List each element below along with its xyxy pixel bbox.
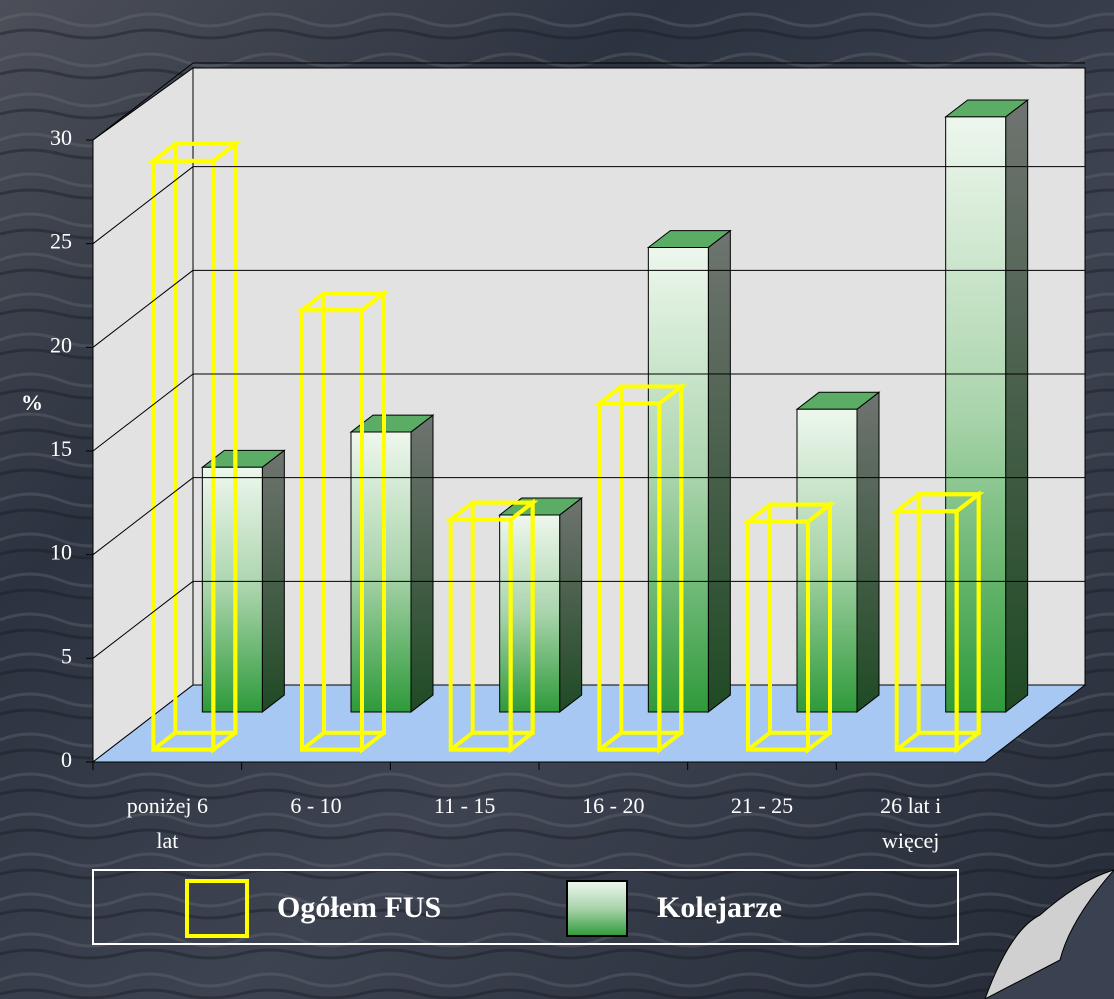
x-tick-label: 6 - 10 bbox=[290, 793, 341, 818]
y-axis-label: % bbox=[21, 390, 43, 415]
bar bbox=[448, 517, 513, 752]
bar-edge bbox=[152, 731, 177, 752]
y-tick-label: 15 bbox=[50, 436, 72, 461]
bar bbox=[151, 158, 216, 752]
x-tick-label: 26 lat i więcej bbox=[880, 793, 941, 853]
x-tick-label: 21 - 25 bbox=[731, 793, 793, 818]
bar-side bbox=[410, 414, 434, 713]
x-tick-label-line: lat bbox=[156, 828, 178, 853]
grid-line bbox=[92, 269, 194, 348]
bar-side bbox=[856, 391, 880, 713]
x-tick-label-line: 11 - 15 bbox=[434, 793, 496, 818]
grid-line bbox=[92, 166, 194, 245]
bar-side bbox=[559, 497, 583, 713]
legend bbox=[92, 869, 959, 945]
x-tick-label-line: 21 - 25 bbox=[731, 793, 793, 818]
y-tick-label: 30 bbox=[50, 125, 72, 150]
bar bbox=[201, 466, 263, 713]
bar bbox=[746, 519, 810, 752]
bar bbox=[350, 431, 412, 713]
side-wall bbox=[92, 67, 194, 764]
grid-line bbox=[92, 477, 194, 556]
grid-line bbox=[92, 373, 194, 452]
y-tick-label: 5 bbox=[61, 643, 72, 668]
legend-swatch bbox=[566, 880, 628, 937]
legend-label: Ogółem FUS bbox=[277, 891, 441, 924]
bar-edge bbox=[300, 731, 326, 752]
y-tick-label: 25 bbox=[50, 229, 72, 254]
grid-line bbox=[92, 580, 194, 659]
bar bbox=[300, 308, 364, 752]
x-tick-label-line: więcej bbox=[882, 828, 939, 853]
bar-edge bbox=[449, 731, 474, 752]
grid-line bbox=[92, 62, 194, 141]
x-tick-label: poniżej 6 lat bbox=[127, 793, 208, 853]
x-tick-label-line: 6 - 10 bbox=[290, 793, 341, 818]
y-tick-label: 10 bbox=[50, 540, 72, 565]
legend-swatch bbox=[185, 879, 249, 938]
y-tick-label: 20 bbox=[50, 332, 72, 357]
bar bbox=[945, 116, 1007, 713]
x-tick-label-line: 26 lat i bbox=[880, 793, 941, 818]
legend-label: Kolejarze bbox=[657, 891, 782, 924]
x-tick-label: 16 - 20 bbox=[582, 793, 644, 818]
x-tick-label: 11 - 15 bbox=[434, 793, 496, 818]
page-curl bbox=[984, 869, 1114, 999]
plot bbox=[147, 98, 1030, 754]
bar-side bbox=[1005, 98, 1029, 713]
x-tick-label-line: 16 - 20 bbox=[582, 793, 644, 818]
bar-side bbox=[707, 229, 731, 713]
bar bbox=[647, 247, 709, 713]
bar-edge bbox=[895, 731, 920, 752]
bar bbox=[499, 514, 561, 713]
y-tick-label: 0 bbox=[61, 747, 72, 772]
x-tick-label-line: poniżej 6 bbox=[127, 793, 208, 818]
bar bbox=[597, 401, 662, 752]
bar-edge bbox=[746, 731, 772, 752]
bar-edge bbox=[598, 731, 623, 752]
bar bbox=[894, 509, 959, 752]
bar bbox=[796, 408, 858, 713]
